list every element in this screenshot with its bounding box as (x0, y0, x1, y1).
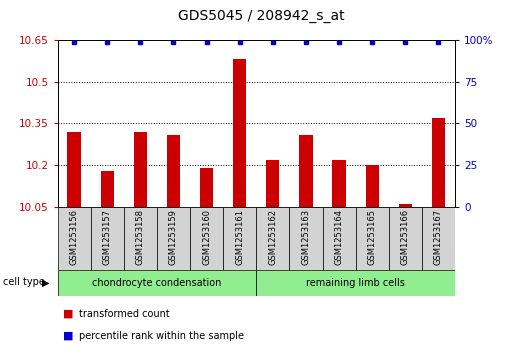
Bar (432, 118, 445, 207)
FancyBboxPatch shape (256, 270, 455, 296)
Bar (299, 135, 313, 207)
Text: GSM1253163: GSM1253163 (301, 209, 311, 265)
Bar (100, 171, 114, 207)
Text: ▶: ▶ (42, 277, 49, 287)
Bar (233, 60, 246, 207)
Bar (266, 160, 279, 207)
Text: GSM1253161: GSM1253161 (235, 209, 244, 265)
FancyBboxPatch shape (124, 207, 157, 270)
Text: GDS5045 / 208942_s_at: GDS5045 / 208942_s_at (178, 9, 345, 23)
FancyBboxPatch shape (190, 207, 223, 270)
FancyBboxPatch shape (223, 207, 256, 270)
Text: GSM1253162: GSM1253162 (268, 209, 277, 265)
Text: GSM1253156: GSM1253156 (70, 209, 78, 265)
FancyBboxPatch shape (356, 207, 389, 270)
Text: ■: ■ (63, 309, 73, 319)
FancyBboxPatch shape (58, 270, 256, 296)
Text: GSM1253157: GSM1253157 (103, 209, 112, 265)
FancyBboxPatch shape (389, 207, 422, 270)
FancyBboxPatch shape (289, 207, 323, 270)
Text: transformed count: transformed count (79, 309, 170, 319)
FancyBboxPatch shape (323, 207, 356, 270)
Bar (167, 135, 180, 207)
FancyBboxPatch shape (422, 207, 455, 270)
Text: cell type: cell type (3, 277, 44, 287)
Text: GSM1253159: GSM1253159 (169, 209, 178, 265)
FancyBboxPatch shape (58, 207, 90, 270)
Text: GSM1253164: GSM1253164 (335, 209, 344, 265)
FancyBboxPatch shape (256, 207, 289, 270)
Bar (333, 160, 346, 207)
Bar (366, 165, 379, 207)
Text: GSM1253167: GSM1253167 (434, 209, 443, 265)
Text: percentile rank within the sample: percentile rank within the sample (79, 331, 244, 341)
Text: remaining limb cells: remaining limb cells (306, 278, 405, 288)
Text: GSM1253158: GSM1253158 (136, 209, 145, 265)
Text: GSM1253166: GSM1253166 (401, 209, 410, 265)
Text: GSM1253165: GSM1253165 (368, 209, 377, 265)
FancyBboxPatch shape (90, 207, 124, 270)
Text: GSM1253160: GSM1253160 (202, 209, 211, 265)
Text: ■: ■ (63, 331, 73, 341)
Text: chondrocyte condensation: chondrocyte condensation (92, 278, 222, 288)
FancyBboxPatch shape (157, 207, 190, 270)
Bar (67, 132, 81, 207)
Bar (134, 132, 147, 207)
Bar (399, 204, 412, 207)
Bar (200, 168, 213, 207)
